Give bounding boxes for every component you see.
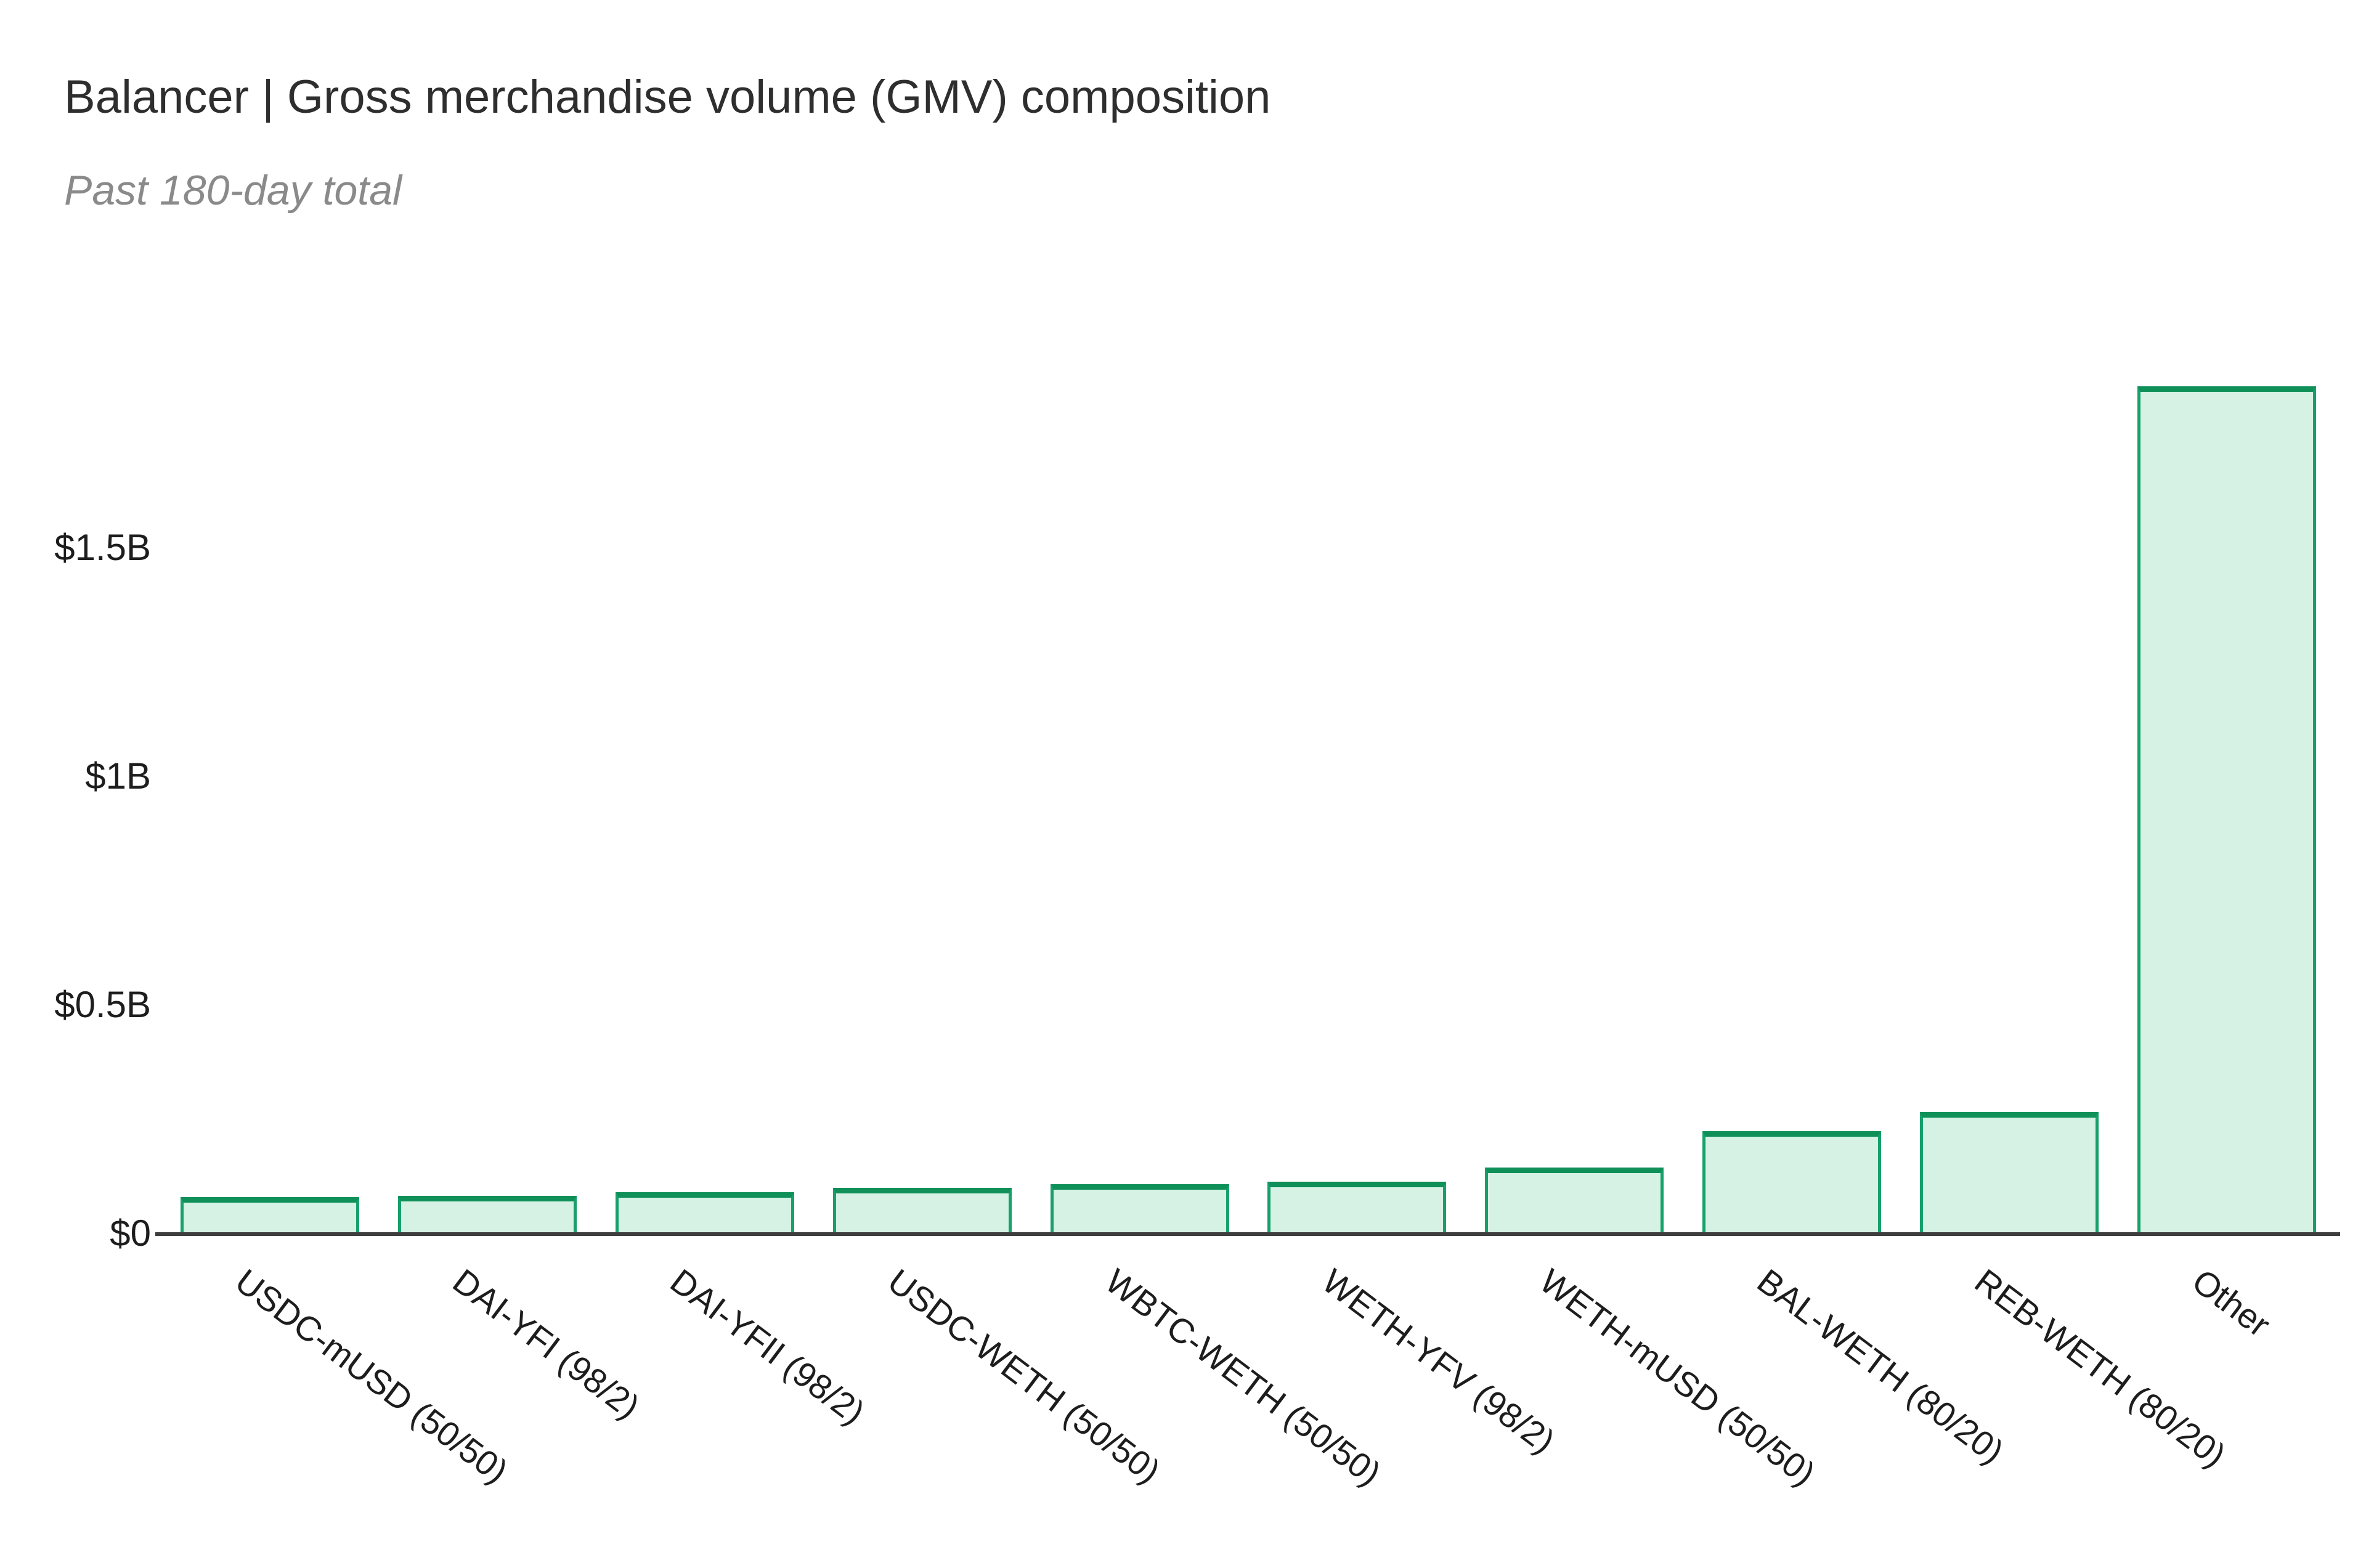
bar-reb-weth-80-20[interactable] bbox=[1920, 1112, 2099, 1233]
x-tick-label: DAI-YFII (98/2) bbox=[663, 1261, 872, 1432]
bar-other[interactable] bbox=[2137, 386, 2316, 1233]
x-tick-label: Other bbox=[2185, 1261, 2278, 1344]
bar-weth-musd-50-50[interactable] bbox=[1485, 1168, 1664, 1233]
y-tick-label: $0 bbox=[110, 1213, 151, 1254]
chart-title: Balancer | Gross merchandise volume (GMV… bbox=[64, 71, 1271, 123]
bar-dai-yfi-98-2[interactable] bbox=[398, 1196, 577, 1233]
y-tick-label: $1B bbox=[85, 755, 151, 797]
bar-wbtc-weth-50-50[interactable] bbox=[1051, 1184, 1229, 1233]
bar-bal-weth-80-20[interactable] bbox=[1702, 1131, 1881, 1233]
bar-dai-yfii-98-2[interactable] bbox=[616, 1192, 794, 1233]
y-tick-label: $0.5B bbox=[54, 984, 151, 1025]
x-axis-line bbox=[155, 1232, 2340, 1236]
bar-usdc-musd-50-50[interactable] bbox=[181, 1197, 359, 1233]
bar-usdc-weth-50-50[interactable] bbox=[833, 1188, 1012, 1233]
chart-subtitle: Past 180-day total bbox=[64, 167, 402, 214]
y-tick-label: $1.5B bbox=[54, 527, 151, 568]
x-tick-label: WETH-YFV (98/2) bbox=[1315, 1261, 1563, 1461]
x-tick-label: DAI-YFI (98/2) bbox=[445, 1261, 647, 1426]
bar-weth-yfv-98-2[interactable] bbox=[1267, 1182, 1446, 1233]
